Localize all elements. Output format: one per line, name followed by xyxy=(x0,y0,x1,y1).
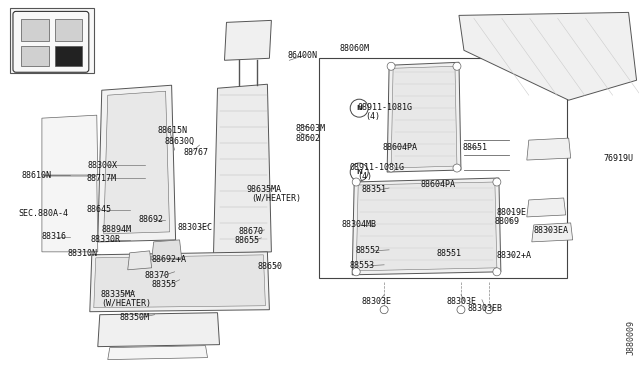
Text: 88303EA: 88303EA xyxy=(534,227,569,235)
Text: 86400N: 86400N xyxy=(287,51,317,60)
Text: 88630Q: 88630Q xyxy=(164,137,195,145)
Circle shape xyxy=(453,164,461,172)
Text: 88303E: 88303E xyxy=(361,297,391,306)
Text: 88655: 88655 xyxy=(234,236,259,246)
Text: 08911-1081G: 08911-1081G xyxy=(357,103,412,112)
Text: 88615N: 88615N xyxy=(157,126,188,135)
Polygon shape xyxy=(214,84,271,254)
Text: 88692+A: 88692+A xyxy=(152,255,187,264)
Text: 88610N: 88610N xyxy=(22,170,52,180)
Bar xyxy=(55,46,82,66)
Polygon shape xyxy=(391,66,457,168)
Text: 88602: 88602 xyxy=(295,134,321,142)
Text: 88019E: 88019E xyxy=(497,208,527,218)
Polygon shape xyxy=(128,251,152,270)
Text: 88603M: 88603M xyxy=(295,124,325,133)
Text: 88303EB: 88303EB xyxy=(468,304,503,313)
Polygon shape xyxy=(98,313,220,347)
Text: 88355: 88355 xyxy=(152,280,177,289)
Circle shape xyxy=(387,164,395,172)
Text: SEC.880A-4: SEC.880A-4 xyxy=(18,209,68,218)
Text: 88604PA: 88604PA xyxy=(420,180,455,189)
Text: 88335MA: 88335MA xyxy=(100,290,136,299)
Text: 98635MA: 98635MA xyxy=(246,186,282,195)
Polygon shape xyxy=(387,62,461,172)
Text: 88300X: 88300X xyxy=(88,161,118,170)
Text: 88651: 88651 xyxy=(463,142,488,151)
Text: (W/HEATER): (W/HEATER) xyxy=(252,195,301,203)
Text: 88604PA: 88604PA xyxy=(382,142,417,151)
Text: 88650: 88650 xyxy=(257,262,282,271)
Polygon shape xyxy=(356,182,497,271)
Text: 88717M: 88717M xyxy=(87,173,117,183)
Circle shape xyxy=(350,163,368,181)
Polygon shape xyxy=(225,20,271,60)
Circle shape xyxy=(453,62,461,70)
Text: N: N xyxy=(356,105,362,111)
Polygon shape xyxy=(98,85,175,242)
Polygon shape xyxy=(42,115,98,175)
Text: 88310N: 88310N xyxy=(68,249,98,258)
Text: 88350M: 88350M xyxy=(120,313,150,322)
Polygon shape xyxy=(532,223,573,242)
Text: 88303E: 88303E xyxy=(447,297,477,306)
Polygon shape xyxy=(527,198,566,217)
Circle shape xyxy=(380,306,388,314)
Circle shape xyxy=(493,268,501,276)
Circle shape xyxy=(352,178,360,186)
Text: 88692: 88692 xyxy=(139,215,164,224)
Text: 88330R: 88330R xyxy=(91,235,121,244)
Bar xyxy=(55,19,82,41)
Text: 08911-1081G: 08911-1081G xyxy=(349,163,404,171)
Text: (W/HEATER): (W/HEATER) xyxy=(100,299,151,308)
Polygon shape xyxy=(94,255,266,308)
Text: 88553: 88553 xyxy=(349,261,374,270)
Polygon shape xyxy=(459,12,637,100)
Text: 88069: 88069 xyxy=(495,217,520,227)
Text: 88670: 88670 xyxy=(239,227,264,236)
Text: N: N xyxy=(356,169,362,175)
Text: 88316: 88316 xyxy=(42,232,67,241)
Text: 88303EC: 88303EC xyxy=(177,224,212,232)
Circle shape xyxy=(493,178,501,186)
Polygon shape xyxy=(42,176,98,252)
Polygon shape xyxy=(104,91,170,234)
Polygon shape xyxy=(352,178,501,275)
Text: 88351: 88351 xyxy=(361,186,386,195)
Text: 88302+A: 88302+A xyxy=(497,251,532,260)
Bar xyxy=(319,58,566,278)
Text: (4): (4) xyxy=(357,171,372,180)
Text: 88767: 88767 xyxy=(184,148,209,157)
Bar xyxy=(21,46,49,66)
Circle shape xyxy=(387,62,395,70)
Text: 76919U: 76919U xyxy=(604,154,634,163)
Text: 88060M: 88060M xyxy=(339,44,369,53)
Text: 88645: 88645 xyxy=(87,205,112,214)
Text: J880009: J880009 xyxy=(626,320,635,355)
Text: 88894M: 88894M xyxy=(102,225,132,234)
Text: 88304MB: 88304MB xyxy=(341,221,376,230)
Polygon shape xyxy=(152,240,182,260)
Circle shape xyxy=(485,306,493,314)
Bar xyxy=(10,9,94,73)
Text: 88370: 88370 xyxy=(145,271,170,280)
Text: 88552: 88552 xyxy=(355,246,380,255)
Circle shape xyxy=(457,306,465,314)
Bar xyxy=(21,19,49,41)
Text: (4): (4) xyxy=(365,112,380,121)
Circle shape xyxy=(350,99,368,117)
Text: 88551: 88551 xyxy=(436,249,461,258)
Polygon shape xyxy=(90,252,269,312)
Polygon shape xyxy=(527,138,571,160)
Polygon shape xyxy=(108,346,207,360)
Circle shape xyxy=(352,268,360,276)
